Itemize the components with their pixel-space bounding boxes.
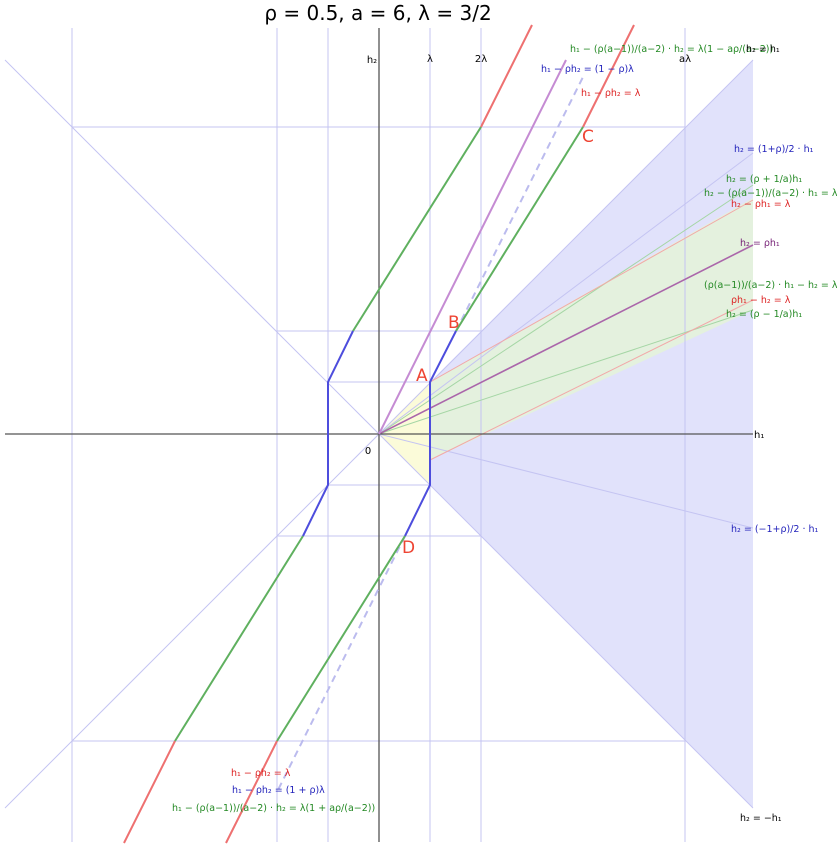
- ray-minus-one-plus-rho: [378, 433, 754, 529]
- top-label-blue: h₁ − ρh₂ = (1 − ρ)λ: [541, 64, 634, 75]
- ray-h2-minus-rho-h1: [429, 199, 754, 383]
- green-cone-region: [430, 198, 753, 460]
- ray-rho-h1-minus-h2: [429, 299, 754, 461]
- blue-right-polyline: [404, 330, 457, 537]
- cone-rays: [378, 184, 754, 461]
- label-h2-minus-frac-green: h₂ − (ρ(a−1))/(a−2) · h₁ = λ(1 − aρ/(a−2…: [704, 188, 837, 199]
- point-B-label: B: [448, 313, 460, 333]
- green-left-upper: [352, 126, 482, 332]
- purple-line: [378, 59, 567, 435]
- top-label-green: h₁ − (ρ(a−1))/(a−2) · h₂ = λ(1 − aρ/(a−2…: [570, 44, 773, 55]
- red-line-lower: [123, 740, 176, 844]
- ray-h2-eq-rho-h1: [378, 244, 754, 435]
- bottom-label-red: h₁ − ρh₂ = λ: [231, 768, 291, 779]
- green-left-lower: [174, 535, 304, 742]
- origin-label: 0: [365, 446, 371, 457]
- bottom-label-green: h₁ − (ρ(a−1))/(a−2) · h₂ = λ(1 + aρ/(a−2…: [172, 803, 375, 814]
- red-lines: [123, 24, 635, 844]
- bottom-label-blue: h₁ − ρh₂ = (1 + ρ)λ: [232, 785, 325, 796]
- label-frac-h1-minus-h2: (ρ(a−1))/(a−2) · h₁ − h₂ = λ(1 + aρ/(a−2…: [704, 280, 837, 291]
- label-h2-minus-one-plus-rho: h₂ = (−1+ρ)/2 · h₁: [731, 524, 819, 535]
- red-line-upper-2: [582, 24, 635, 128]
- figure-title: ρ = 0.5, a = 6, λ = 3/2: [264, 1, 491, 25]
- ray-rho-plus-inv-a: [378, 184, 754, 435]
- dashed-lower: [276, 535, 406, 793]
- label-h2-minus-rho-h1: h₂ − ρh₁ = λ: [731, 199, 791, 210]
- label-rho-h1-minus-h2: ρh₁ − h₂ = λ: [731, 295, 791, 306]
- label-h2-eq-rho-h1: h₂ = ρh₁: [740, 238, 780, 249]
- top-label-red: h₁ − ρh₂ = λ: [581, 88, 641, 99]
- blue-lines: [302, 330, 457, 537]
- two-lambda-tick-label: 2λ: [475, 54, 487, 65]
- h2-axis-label: h₂: [367, 55, 377, 66]
- ray-one-plus-rho: [378, 152, 754, 435]
- label-h2-eq-minus-h1: h₂ = −h₁: [740, 813, 782, 824]
- h1-axis-label: h₁: [754, 430, 764, 441]
- label-h2-eq-h1: h₂ = h₁: [746, 44, 780, 55]
- blue-left-polyline: [302, 330, 354, 537]
- green-right-upper: [455, 126, 584, 332]
- red-line-lower-2: [225, 740, 278, 844]
- label-h2-one-plus-rho: h₂ = (1+ρ)/2 · h₁: [734, 144, 814, 155]
- label-h2-rho-minus-inv-a: h₂ = (ρ − 1/a)h₁: [726, 309, 802, 320]
- green-right-lower: [276, 535, 406, 742]
- red-line-upper: [480, 24, 533, 128]
- green-lines: [174, 126, 584, 742]
- label-h2-rho-plus-inv-a: h₂ = (ρ + 1/a)h₁: [726, 174, 802, 185]
- a-lambda-tick-label: aλ: [679, 54, 691, 65]
- lambda-tick-label: λ: [427, 54, 433, 65]
- point-A-label: A: [416, 366, 428, 386]
- point-D-label: D: [402, 538, 415, 558]
- point-C-label: C: [582, 127, 594, 147]
